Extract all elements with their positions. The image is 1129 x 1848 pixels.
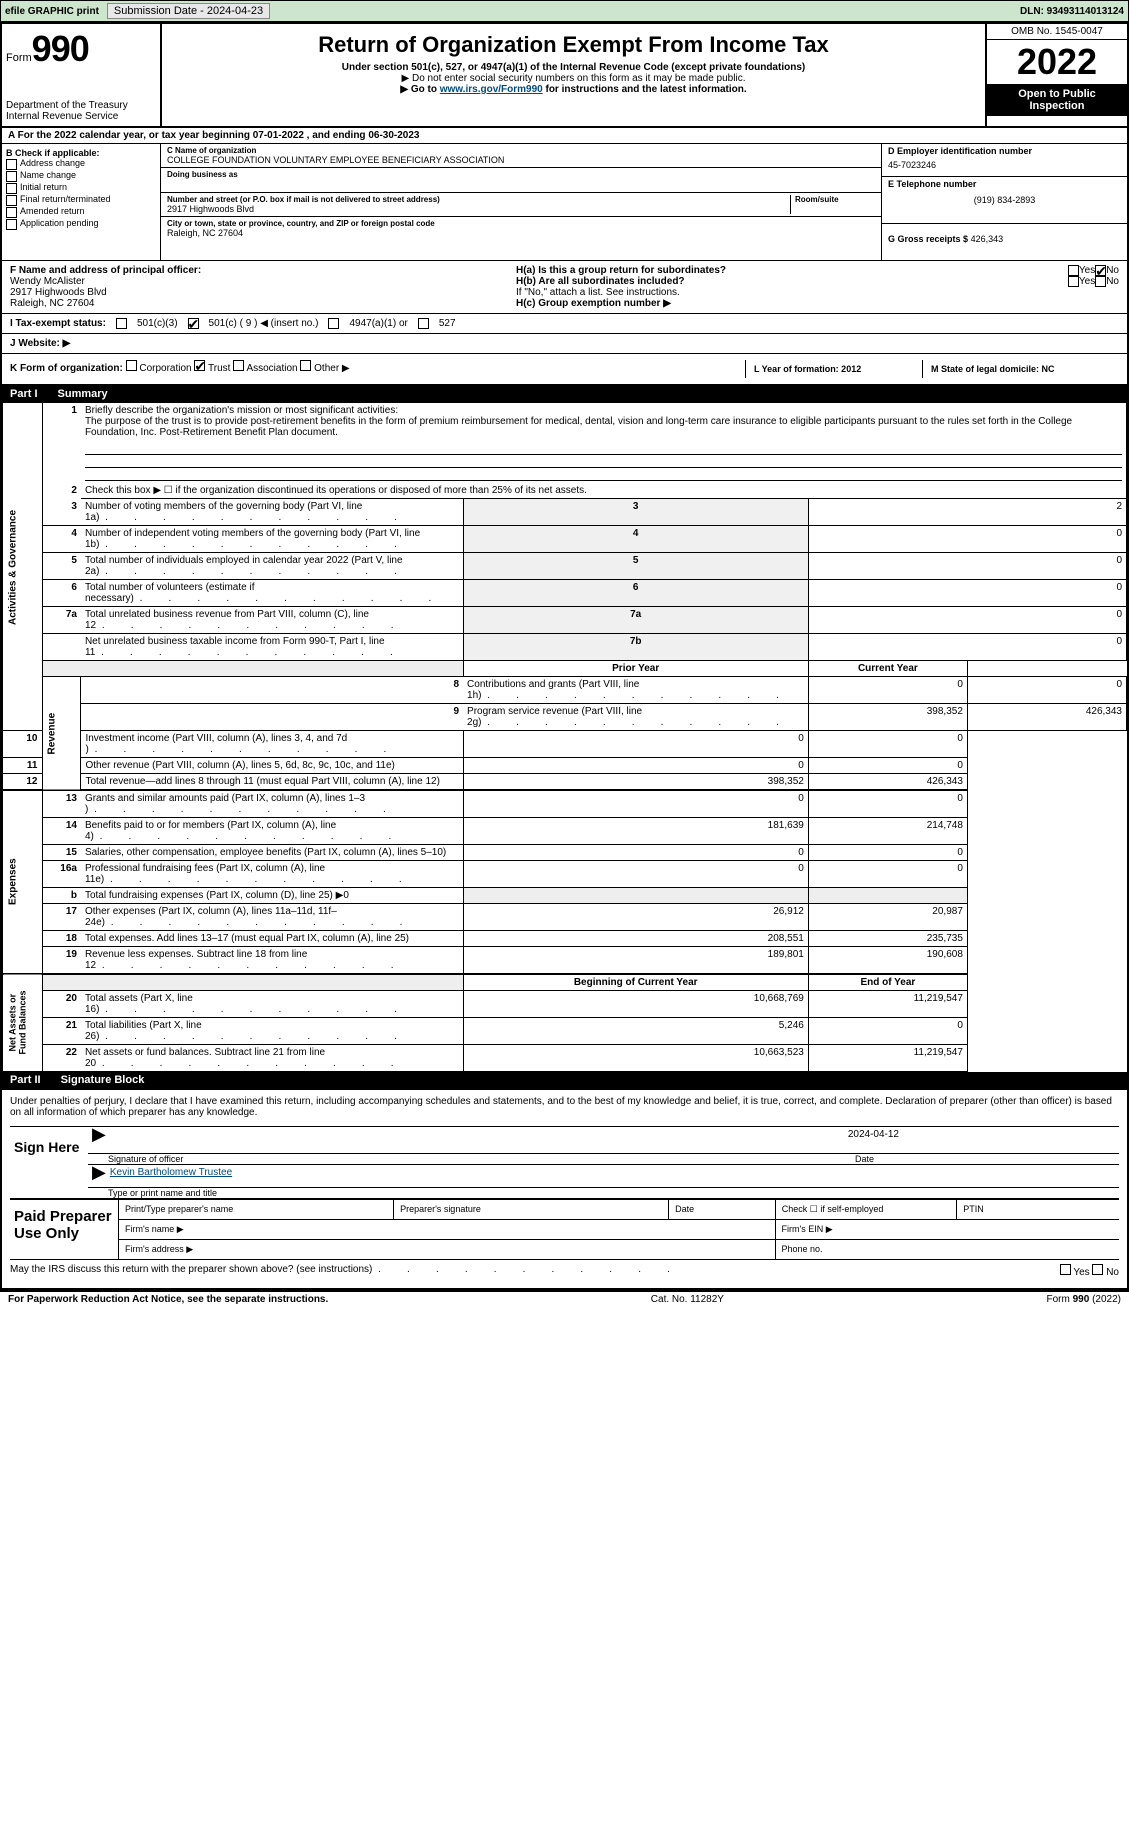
city-block: City or town, state or province, country… bbox=[161, 217, 881, 240]
paid-preparer-block: Paid Preparer Use Only Print/Type prepar… bbox=[10, 1198, 1119, 1259]
side-label-rev: Revenue bbox=[42, 677, 81, 791]
sig-date-val: 2024-04-12 bbox=[848, 1129, 899, 1140]
section-m: M State of legal domicile: NC bbox=[923, 360, 1119, 378]
section-d: D Employer identification number 45-7023… bbox=[881, 144, 1127, 260]
sign-here-block: Sign Here ▶ 2024-04-12 Signature of offi… bbox=[10, 1126, 1119, 1198]
dba-block: Doing business as bbox=[161, 168, 881, 193]
header-left: Form990 Department of the Treasury Inter… bbox=[2, 24, 162, 126]
footer-right: Form 990 (2022) bbox=[1047, 1294, 1121, 1305]
section-h: H(a) Is this a group return for subordin… bbox=[508, 261, 1127, 313]
dept-label: Department of the Treasury Internal Reve… bbox=[6, 100, 156, 122]
footer-mid: Cat. No. 11282Y bbox=[651, 1294, 724, 1305]
part1-header: Part I Summary bbox=[2, 386, 1127, 402]
chk-527[interactable] bbox=[418, 318, 429, 329]
section-klm: K Form of organization: Corporation ✔ Tr… bbox=[2, 354, 1127, 386]
form-note1: ▶ Do not enter social security numbers o… bbox=[172, 73, 975, 84]
gross-block: G Gross receipts $ 426,343 bbox=[882, 224, 1127, 260]
open-public-badge: Open to Public Inspection bbox=[987, 84, 1127, 116]
irs-link[interactable]: www.irs.gov/Form990 bbox=[440, 84, 543, 95]
chk-assoc[interactable] bbox=[233, 360, 244, 371]
ha-no-chk[interactable]: ✔ bbox=[1095, 265, 1106, 276]
officer-name: Wendy McAlister bbox=[10, 276, 500, 287]
officer-name-link[interactable]: Kevin Bartholomew Trustee bbox=[110, 1167, 232, 1185]
form-label: Form bbox=[6, 52, 32, 64]
chk-address-change[interactable]: Address change bbox=[6, 159, 156, 170]
section-f: F Name and address of principal officer:… bbox=[2, 261, 508, 313]
chk-initial-return[interactable]: Initial return bbox=[6, 183, 156, 194]
form-number: 990 bbox=[32, 28, 89, 69]
phone: (919) 834-2893 bbox=[888, 189, 1121, 205]
irs-yes-chk[interactable] bbox=[1060, 1264, 1071, 1275]
tax-year: 2022 bbox=[987, 40, 1127, 84]
section-fh-row: F Name and address of principal officer:… bbox=[2, 261, 1127, 314]
val-7b: 0 bbox=[808, 634, 1126, 661]
val-5: 0 bbox=[808, 553, 1126, 580]
signature-section: Under penalties of perjury, I declare th… bbox=[2, 1088, 1127, 1288]
row-a: A For the 2022 calendar year, or tax yea… bbox=[2, 128, 1127, 144]
street: 2917 Highwoods Blvd bbox=[167, 204, 790, 214]
efile-label: efile GRAPHIC print bbox=[5, 6, 99, 17]
part1-table: Activities & Governance 1 Briefly descri… bbox=[2, 402, 1127, 1072]
form-title: Return of Organization Exempt From Incom… bbox=[172, 32, 975, 58]
arrow-icon: ▶ bbox=[92, 1167, 106, 1185]
efile-topbar: efile GRAPHIC print Submission Date - 20… bbox=[0, 0, 1129, 22]
section-k: K Form of organization: Corporation ✔ Tr… bbox=[10, 360, 745, 378]
section-i: I Tax-exempt status: 501(c)(3) ✔501(c) (… bbox=[2, 314, 1127, 334]
org-name: COLLEGE FOUNDATION VOLUNTARY EMPLOYEE BE… bbox=[167, 155, 875, 165]
submission-button[interactable]: Submission Date - 2024-04-23 bbox=[107, 3, 270, 19]
mission-text: The purpose of the trust is to provide p… bbox=[85, 416, 1072, 438]
city: Raleigh, NC 27604 bbox=[167, 228, 875, 238]
val-4: 0 bbox=[808, 526, 1126, 553]
chk-final-return[interactable]: Final return/terminated bbox=[6, 195, 156, 206]
section-bcd-row: B Check if applicable: Address change Na… bbox=[2, 144, 1127, 261]
header-mid: Return of Organization Exempt From Incom… bbox=[162, 24, 985, 126]
footer: For Paperwork Reduction Act Notice, see … bbox=[0, 1290, 1129, 1307]
chk-other[interactable] bbox=[300, 360, 311, 371]
section-j: J Website: ▶ bbox=[2, 334, 1127, 354]
phone-block: E Telephone number (919) 834-2893 bbox=[882, 177, 1127, 224]
ein: 45-7023246 bbox=[888, 156, 1121, 170]
section-l: L Year of formation: 2012 bbox=[745, 360, 923, 378]
side-label-net: Net Assets or Fund Balances bbox=[3, 974, 43, 1072]
gross-receipts: 426,343 bbox=[971, 234, 1004, 244]
chk-trust[interactable]: ✔ bbox=[194, 360, 205, 371]
chk-501c3[interactable] bbox=[116, 318, 127, 329]
chk-application-pending[interactable]: Application pending bbox=[6, 219, 156, 230]
org-name-block: C Name of organization COLLEGE FOUNDATIO… bbox=[161, 144, 881, 168]
ha-yes-chk[interactable] bbox=[1068, 265, 1079, 276]
form-header: Form990 Department of the Treasury Inter… bbox=[2, 24, 1127, 128]
street-block: Number and street (or P.O. box if mail i… bbox=[161, 193, 881, 217]
chk-4947[interactable] bbox=[328, 318, 339, 329]
part2-header: Part II Signature Block bbox=[2, 1072, 1127, 1088]
section-b: B Check if applicable: Address change Na… bbox=[2, 144, 161, 260]
val-6: 0 bbox=[808, 580, 1126, 607]
hb-yes-chk[interactable] bbox=[1068, 276, 1079, 287]
form-990-container: Form990 Department of the Treasury Inter… bbox=[0, 22, 1129, 1290]
chk-corp[interactable] bbox=[126, 360, 137, 371]
chk-name-change[interactable]: Name change bbox=[6, 171, 156, 182]
dln-label: DLN: 93493114013124 bbox=[1020, 6, 1124, 17]
ein-block: D Employer identification number 45-7023… bbox=[882, 144, 1127, 177]
irs-no-chk[interactable] bbox=[1092, 1264, 1103, 1275]
section-c: C Name of organization COLLEGE FOUNDATIO… bbox=[161, 144, 881, 260]
val-7a: 0 bbox=[808, 607, 1126, 634]
chk-501c[interactable]: ✔ bbox=[188, 318, 199, 329]
section-b-title: B Check if applicable: bbox=[6, 148, 156, 158]
arrow-icon: ▶ bbox=[92, 1129, 106, 1151]
omb-label: OMB No. 1545-0047 bbox=[987, 24, 1127, 40]
side-label-ag: Activities & Governance bbox=[3, 403, 43, 731]
form-note2: ▶ Go to www.irs.gov/Form990 for instruct… bbox=[172, 84, 975, 95]
side-label-exp: Expenses bbox=[3, 790, 43, 974]
val-3: 2 bbox=[808, 499, 1126, 526]
chk-amended-return[interactable]: Amended return bbox=[6, 207, 156, 218]
header-right: OMB No. 1545-0047 2022 Open to Public In… bbox=[985, 24, 1127, 126]
footer-left: For Paperwork Reduction Act Notice, see … bbox=[8, 1294, 328, 1305]
form-subtitle: Under section 501(c), 527, or 4947(a)(1)… bbox=[172, 62, 975, 73]
declaration-text: Under penalties of perjury, I declare th… bbox=[10, 1096, 1119, 1118]
